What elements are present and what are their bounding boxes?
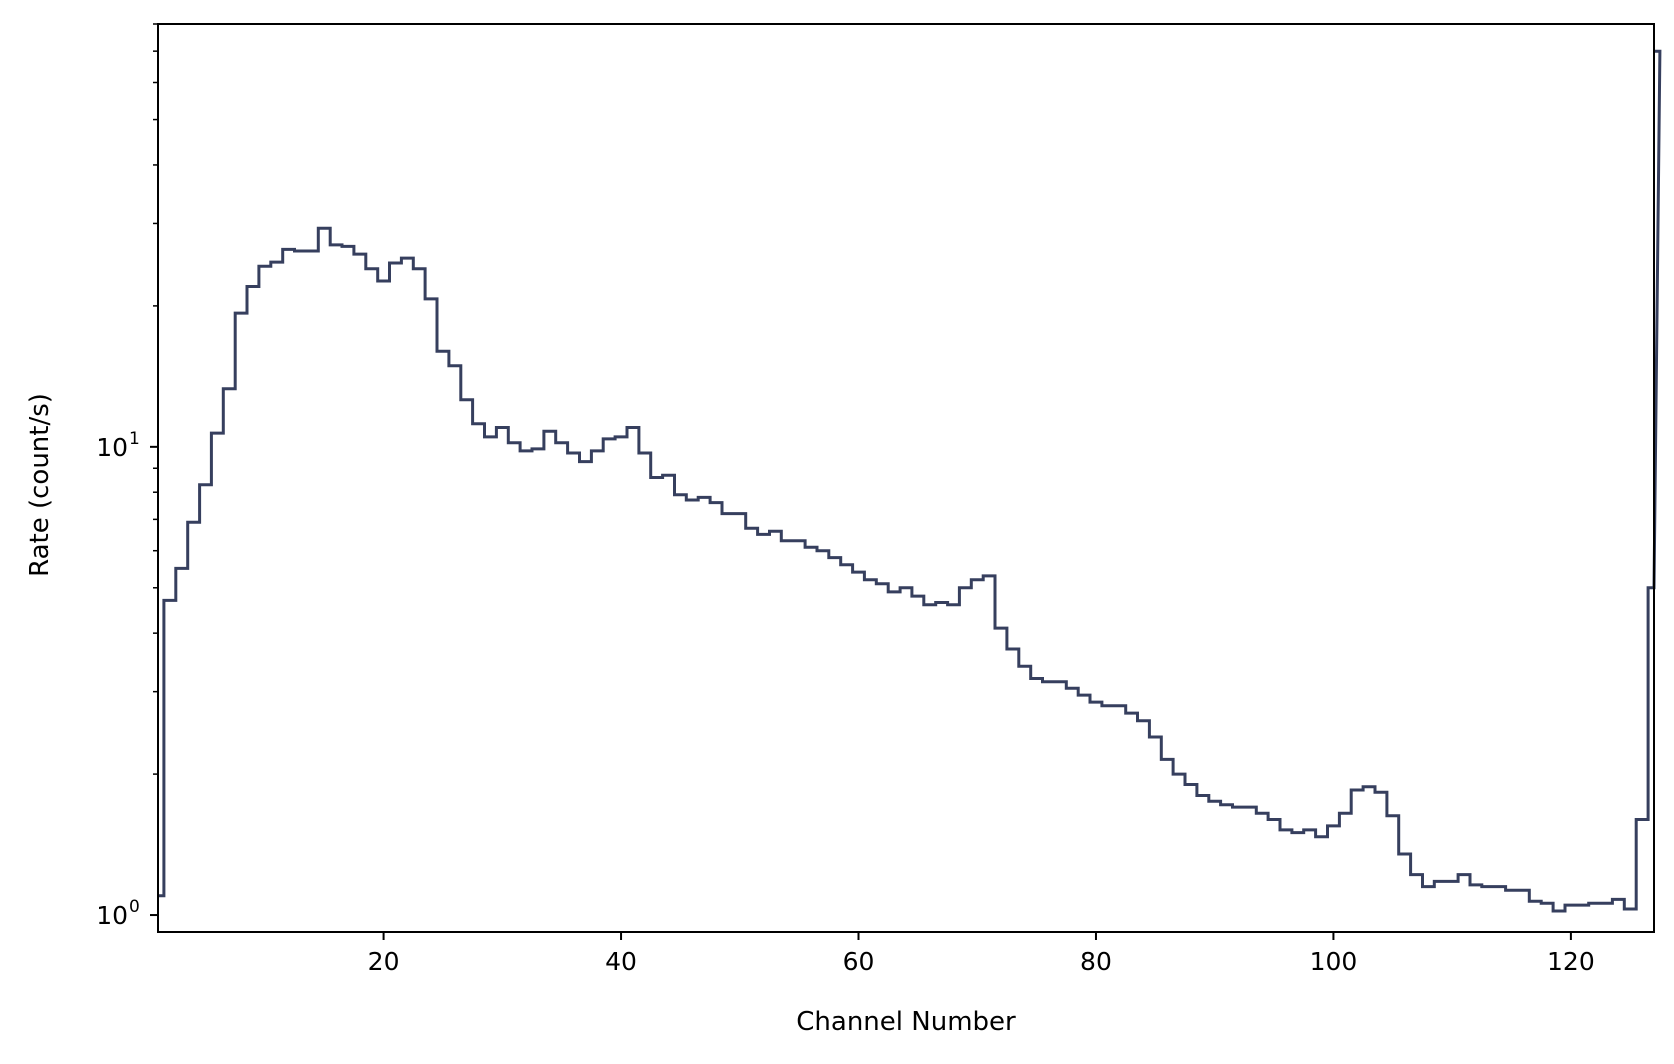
y-tick-exponent: 0 (129, 897, 140, 917)
x-tick-label: 40 (605, 947, 637, 976)
x-tick-label: 80 (1080, 947, 1112, 976)
plot-background (158, 24, 1654, 932)
plot-frame (157, 23, 1655, 933)
y-tick-exponent: 1 (129, 429, 140, 449)
x-tick-label: 20 (368, 947, 400, 976)
y-axis-title: Rate (count/s) (25, 393, 55, 577)
y-tick-label: 10 (96, 433, 128, 462)
major-ticks (150, 445, 1572, 940)
x-tick-labels: 20 40 60 80 100 120 (368, 947, 1595, 976)
y-tick-label: 10 (96, 901, 128, 930)
x-axis-title: Channel Number (796, 1007, 1016, 1037)
series-step-line (158, 49, 1662, 913)
x-tick-label: 60 (843, 947, 875, 976)
x-tick-label: 120 (1547, 947, 1595, 976)
x-tick-label: 100 (1310, 947, 1358, 976)
